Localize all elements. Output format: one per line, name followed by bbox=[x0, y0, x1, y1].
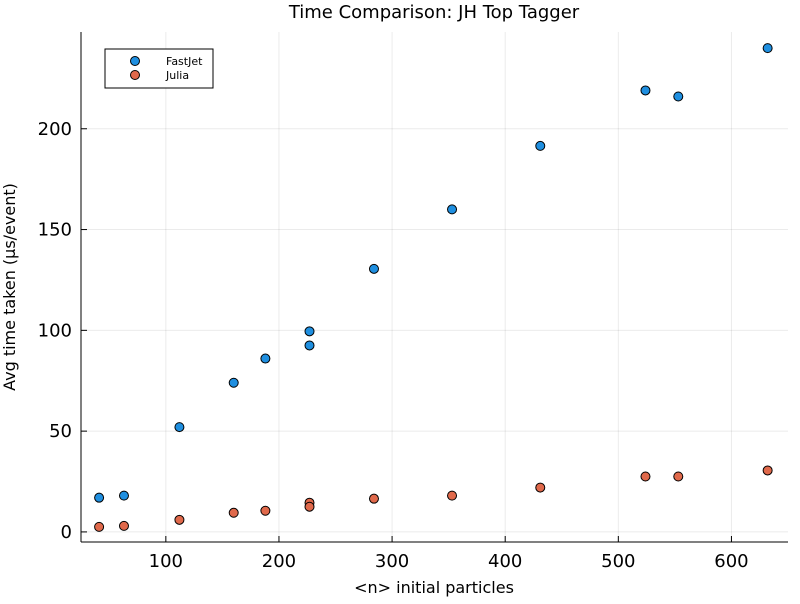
legend-marker-julia bbox=[130, 70, 140, 80]
legend-box bbox=[104, 48, 214, 89]
data-point bbox=[447, 490, 458, 501]
legend-marker-fastjet bbox=[130, 56, 140, 66]
y-tick-label: 100 bbox=[38, 320, 72, 341]
x-tick-label: 600 bbox=[714, 551, 748, 572]
x-tick-label: 100 bbox=[149, 551, 183, 572]
data-point bbox=[304, 326, 315, 337]
x-axis-label: <n> initial particles bbox=[354, 578, 514, 597]
data-point bbox=[447, 204, 458, 215]
legend: FastJet Julia bbox=[104, 48, 214, 89]
data-point bbox=[260, 353, 271, 364]
y-tick-label: 150 bbox=[38, 220, 72, 241]
x-tick-group: 100 200 300 400 500 600 bbox=[149, 536, 749, 572]
data-point bbox=[304, 501, 315, 512]
data-point bbox=[174, 514, 185, 525]
legend-label-fastjet: FastJet bbox=[166, 55, 203, 68]
x-tick-label: 200 bbox=[262, 551, 296, 572]
data-point bbox=[228, 507, 239, 518]
chart-title: Time Comparison: JH Top Tagger bbox=[288, 2, 580, 23]
data-point bbox=[94, 492, 105, 503]
y-axis-label: Avg time taken (μs/event) bbox=[0, 183, 19, 391]
data-point bbox=[762, 465, 773, 476]
data-point bbox=[673, 91, 684, 102]
data-point bbox=[640, 471, 651, 482]
grid-lines bbox=[81, 32, 788, 542]
y-tick-label: 50 bbox=[49, 421, 72, 442]
x-tick-label: 300 bbox=[375, 551, 409, 572]
data-point bbox=[368, 263, 379, 274]
data-point bbox=[762, 43, 773, 54]
data-point bbox=[535, 140, 546, 151]
data-points bbox=[94, 43, 773, 532]
data-point bbox=[260, 505, 271, 516]
data-point bbox=[174, 422, 185, 433]
legend-label-julia: Julia bbox=[165, 69, 189, 82]
data-point bbox=[368, 493, 379, 504]
data-point bbox=[94, 521, 105, 532]
data-point bbox=[228, 377, 239, 388]
data-point bbox=[640, 85, 651, 96]
data-point bbox=[118, 520, 129, 531]
series-fastjet bbox=[94, 43, 773, 503]
y-tick-label: 0 bbox=[61, 522, 72, 543]
x-tick-label: 400 bbox=[488, 551, 522, 572]
data-point bbox=[535, 482, 546, 493]
data-point bbox=[304, 340, 315, 351]
y-tick-label: 200 bbox=[38, 119, 72, 140]
series-julia bbox=[94, 465, 773, 532]
data-point bbox=[118, 490, 129, 501]
y-tick-group: 0 50 100 150 200 bbox=[38, 119, 87, 543]
data-point bbox=[673, 471, 684, 482]
x-tick-label: 500 bbox=[601, 551, 635, 572]
